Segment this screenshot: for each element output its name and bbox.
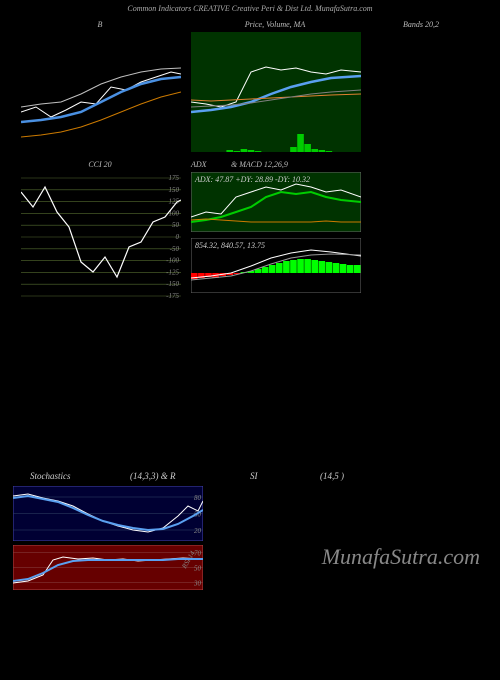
svg-text:30: 30 bbox=[193, 580, 202, 588]
panel-bands-label: Bands 20,2 bbox=[370, 31, 500, 151]
title-bb: B bbox=[98, 20, 103, 29]
panel-rsi: 705030RSI 14 bbox=[12, 544, 202, 589]
svg-text:150: 150 bbox=[169, 186, 180, 194]
panel-stochastics: 805020 bbox=[12, 485, 202, 540]
title-bands: Bands 20,2 bbox=[403, 20, 439, 29]
svg-text:80: 80 bbox=[194, 494, 202, 502]
watermark: MunafaSutra.com bbox=[322, 544, 480, 570]
svg-text:ADX: 47.87 +DY: 28.89 -DY: 10.: ADX: 47.87 +DY: 28.89 -DY: 10.32 bbox=[194, 175, 310, 184]
svg-text:-100: -100 bbox=[166, 257, 179, 265]
svg-text:50: 50 bbox=[172, 221, 180, 229]
panel-cci: CCI 20 175150125100500-50-100-125-150-17… bbox=[20, 171, 180, 301]
svg-text:-150: -150 bbox=[166, 280, 179, 288]
svg-text:50: 50 bbox=[194, 565, 202, 573]
title-price: Price, Volume, MA bbox=[245, 20, 305, 29]
svg-text:-50: -50 bbox=[170, 245, 180, 253]
title-stoch-params: (14,3,3) & R bbox=[130, 471, 176, 481]
svg-text:20: 20 bbox=[194, 527, 202, 535]
title-stoch: Stochastics bbox=[30, 471, 71, 481]
svg-text:-175: -175 bbox=[166, 292, 179, 300]
panel-bollinger: B bbox=[20, 31, 180, 151]
panel-adx: ADX & MACD 12,26,9 ADX: 47.87 +DY: 28.89… bbox=[190, 171, 360, 231]
page-header: Common Indicators CREATIVE Creative Peri… bbox=[0, 0, 500, 17]
svg-text:854.32, 840.57, 13.75: 854.32, 840.57, 13.75 bbox=[195, 241, 265, 250]
panel-macd: 854.32, 840.57, 13.75 bbox=[190, 237, 360, 292]
panel-price: Price, Volume, MA bbox=[190, 31, 360, 151]
title-adx-prefix: ADX bbox=[191, 160, 207, 169]
title-cci: CCI 20 bbox=[88, 160, 111, 169]
svg-text:-125: -125 bbox=[166, 268, 179, 276]
svg-text:175: 175 bbox=[169, 174, 180, 182]
title-si-params: (14,5 ) bbox=[320, 471, 344, 481]
title-si: SI bbox=[250, 471, 258, 481]
svg-text:0: 0 bbox=[176, 233, 180, 241]
title-macd: & MACD 12,26,9 bbox=[231, 160, 288, 169]
